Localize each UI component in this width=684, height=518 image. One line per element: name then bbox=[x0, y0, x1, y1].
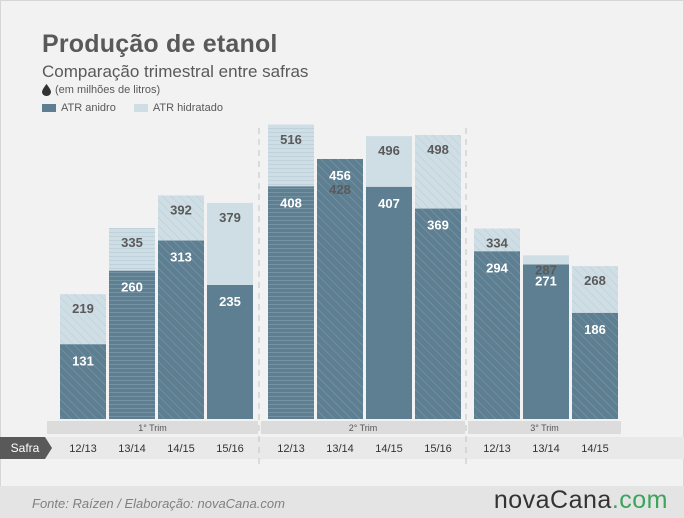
value-label-hidratado: 335 bbox=[121, 235, 143, 250]
value-label-anidro: 407 bbox=[378, 196, 400, 211]
bar-anidro bbox=[366, 186, 412, 419]
bar-anidro-texture bbox=[415, 208, 461, 419]
bar-anidro-texture bbox=[109, 270, 155, 419]
category-label: 14/15 bbox=[375, 443, 403, 455]
value-label-anidro: 294 bbox=[486, 260, 508, 275]
value-label-anidro: 456 bbox=[329, 168, 351, 183]
bar-anidro-texture bbox=[60, 344, 106, 419]
category-label: 14/15 bbox=[167, 443, 195, 455]
value-label-anidro: 260 bbox=[121, 280, 143, 295]
bar-anidro-texture bbox=[572, 312, 618, 419]
safra-row-band bbox=[0, 437, 684, 459]
legend-item-anidro: ATR anidro bbox=[42, 102, 116, 114]
brand-logo: novaCana.com bbox=[494, 486, 668, 515]
chart-subtitle: Comparação trimestral entre safras bbox=[42, 62, 309, 81]
source-note: Fonte: Raízen / Elaboração: novaCana.com bbox=[32, 496, 285, 511]
category-label: 15/16 bbox=[216, 443, 244, 455]
legend-swatch-anidro bbox=[42, 104, 56, 112]
bar-anidro bbox=[207, 285, 253, 419]
value-label-hidratado: 496 bbox=[378, 143, 400, 158]
legend-item-hidratado: ATR hidratado bbox=[133, 102, 223, 114]
legend-label-anidro: ATR anidro bbox=[61, 102, 116, 114]
brand-tld: .com bbox=[611, 486, 668, 514]
value-label-hidratado: 334 bbox=[486, 236, 508, 251]
category-label: 12/13 bbox=[483, 443, 511, 455]
footer-band bbox=[0, 486, 684, 518]
drop-icon bbox=[42, 84, 51, 96]
legend-swatch-hidratado bbox=[133, 104, 148, 112]
value-label-hidratado: 516 bbox=[280, 132, 302, 147]
legend: ATR anidro ATR hidratado bbox=[42, 102, 223, 114]
group-band bbox=[47, 421, 258, 434]
value-label-anidro: 408 bbox=[280, 195, 302, 210]
bar-anidro-texture bbox=[268, 186, 314, 419]
bar-anidro bbox=[523, 264, 569, 419]
category-label: 12/13 bbox=[69, 443, 97, 455]
category-label: 13/14 bbox=[118, 443, 146, 455]
group-label: 2° Trim bbox=[349, 423, 378, 433]
value-label-hidratado: 498 bbox=[427, 142, 449, 157]
value-label-anidro: 131 bbox=[72, 353, 94, 368]
safra-tag bbox=[0, 437, 52, 459]
value-label-anidro: 313 bbox=[170, 250, 192, 265]
value-label-hidratado: 219 bbox=[72, 301, 94, 316]
group-band bbox=[261, 421, 465, 434]
value-label-hidratado: 379 bbox=[219, 210, 241, 225]
value-label-hidratado: 392 bbox=[170, 202, 192, 217]
category-label: 15/16 bbox=[424, 443, 452, 455]
chart-title: Produção de etanol bbox=[42, 30, 278, 58]
bar-anidro-texture bbox=[317, 158, 363, 419]
value-label-hidratado: 287 bbox=[535, 262, 557, 277]
value-label-anidro: 235 bbox=[219, 294, 241, 309]
category-label: 14/15 bbox=[581, 443, 609, 455]
bar-anidro-texture bbox=[158, 240, 204, 419]
brand-name: novaCana bbox=[493, 486, 612, 514]
legend-label-hidratado: ATR hidratado bbox=[152, 102, 223, 114]
group-label: 3° Trim bbox=[530, 423, 559, 433]
category-label: 13/14 bbox=[326, 443, 354, 455]
value-label-anidro: 186 bbox=[584, 322, 606, 337]
bar-anidro-texture bbox=[474, 251, 520, 419]
unit-label: (em milhões de litros) bbox=[55, 84, 161, 96]
category-label: 13/14 bbox=[532, 443, 560, 455]
value-label-hidratado: 428 bbox=[329, 182, 351, 197]
group-band bbox=[468, 421, 621, 434]
unit-note: (em milhões de litros) bbox=[42, 84, 160, 96]
safra-tag-label: Safra bbox=[11, 441, 40, 455]
category-label: 12/13 bbox=[277, 443, 305, 455]
value-label-anidro: 369 bbox=[427, 218, 449, 233]
group-label: 1° Trim bbox=[138, 423, 167, 433]
value-label-anidro: 271 bbox=[535, 273, 557, 288]
value-label-hidratado: 268 bbox=[584, 273, 606, 288]
